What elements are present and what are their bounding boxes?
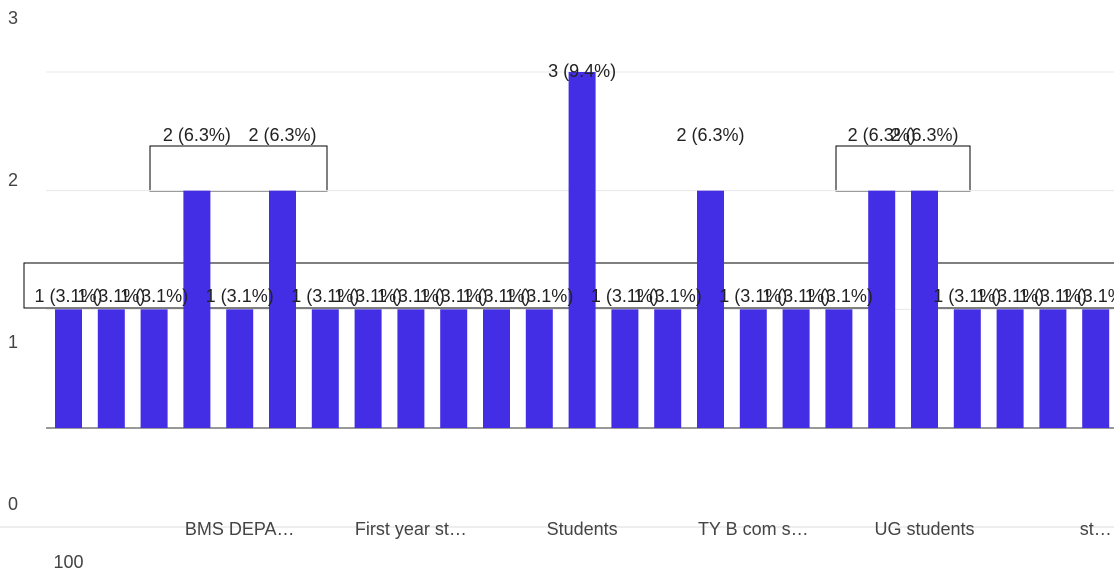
x-tick-label: UG students bbox=[874, 519, 974, 539]
bar bbox=[611, 309, 639, 428]
y-tick-label: 0 bbox=[8, 494, 18, 514]
data-label: 1 (3.1%) bbox=[1062, 286, 1114, 306]
data-label: 2 (6.3%) bbox=[676, 125, 744, 145]
bar bbox=[868, 190, 896, 428]
bar bbox=[996, 309, 1024, 428]
data-label: 2 (6.3%) bbox=[848, 125, 916, 145]
bar bbox=[1039, 309, 1067, 428]
data-label: 1 (3.1%) bbox=[77, 286, 145, 306]
x-tick-label: First year st… bbox=[355, 519, 467, 539]
data-label: 1 (3.1%) bbox=[291, 286, 359, 306]
bar bbox=[654, 309, 682, 428]
x-tick-label: st… bbox=[1080, 519, 1112, 539]
data-label: 1 (3.1%) bbox=[34, 286, 102, 306]
broken-image-box bbox=[835, 145, 971, 192]
bar bbox=[440, 309, 468, 428]
data-label: 2 (6.3%) bbox=[248, 125, 316, 145]
broken-image-box bbox=[149, 145, 328, 192]
y-tick-label: 3 bbox=[8, 8, 18, 28]
bar bbox=[739, 309, 767, 428]
data-label: 1 (3.1%) bbox=[420, 286, 488, 306]
bar bbox=[226, 309, 254, 428]
data-label: 1 (3.1%) bbox=[976, 286, 1044, 306]
x-tick-label: BMS DEPA… bbox=[185, 519, 295, 539]
data-label: 1 (3.1%) bbox=[719, 286, 787, 306]
data-label: 1 (3.1%) bbox=[933, 286, 1001, 306]
bar bbox=[568, 72, 596, 428]
data-label: 1 (3.1%) bbox=[334, 286, 402, 306]
bar bbox=[269, 190, 296, 428]
data-label: 1 (3.1%) bbox=[805, 286, 873, 306]
data-label: 1 (3.1%) bbox=[120, 286, 188, 306]
bar bbox=[911, 190, 938, 428]
data-label: 1 (3.1%) bbox=[634, 286, 702, 306]
data-label: 1 (3.1%) bbox=[1019, 286, 1087, 306]
bar bbox=[782, 309, 810, 428]
x-tick-label: 100 bbox=[53, 552, 83, 570]
data-label: 1 (3.1%) bbox=[462, 286, 530, 306]
bar bbox=[311, 309, 339, 428]
bar bbox=[97, 309, 125, 428]
bar bbox=[697, 190, 724, 428]
data-label: 2 (6.3%) bbox=[890, 125, 958, 145]
data-label: 1 (3.1%) bbox=[762, 286, 830, 306]
data-label: 1 (3.1%) bbox=[591, 286, 659, 306]
bar bbox=[525, 309, 553, 428]
bar bbox=[55, 309, 82, 428]
y-tick-label: 1 bbox=[8, 332, 18, 352]
bar bbox=[140, 309, 168, 428]
bar bbox=[183, 190, 211, 428]
bar bbox=[825, 309, 853, 428]
bar bbox=[397, 309, 425, 428]
x-tick-label: Students bbox=[547, 519, 618, 539]
data-label: 3 (9.4%) bbox=[548, 61, 616, 81]
data-label: 1 (3.1%) bbox=[377, 286, 445, 306]
data-label: 1 (3.1%) bbox=[206, 286, 274, 306]
y-tick-label: 2 bbox=[8, 170, 18, 190]
x-tick-label: TY B com s… bbox=[698, 519, 809, 539]
bar bbox=[354, 309, 382, 428]
data-label: 1 (3.1%) bbox=[505, 286, 573, 306]
bar bbox=[1082, 309, 1110, 428]
bar bbox=[483, 309, 510, 428]
bar bbox=[953, 309, 981, 428]
data-label: 2 (6.3%) bbox=[163, 125, 231, 145]
